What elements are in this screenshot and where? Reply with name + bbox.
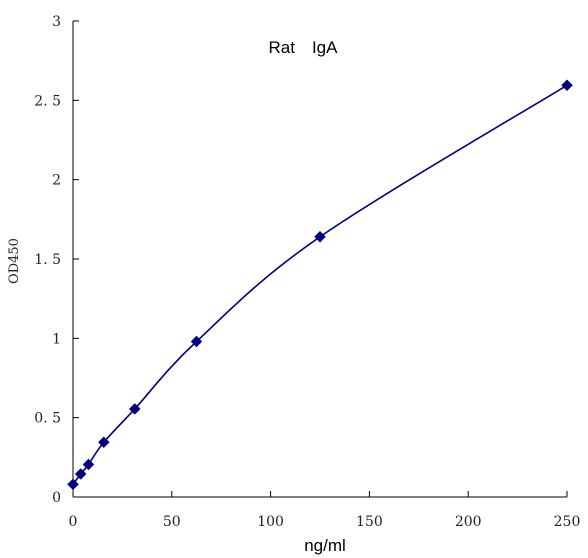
x-tick-label: 150 xyxy=(356,514,383,530)
y-tick-label: 3 xyxy=(52,14,61,30)
y-axis-label: OD450 xyxy=(7,238,22,284)
x-tick-label: 0 xyxy=(69,514,78,530)
series xyxy=(67,79,573,491)
ticks: 0 0. 5 1 1. 5 2 2. 5 3 0 50 100 150 200 250 xyxy=(34,14,580,530)
x-tick-label: 50 xyxy=(163,514,181,530)
data-point xyxy=(97,436,110,449)
x-axis-label: ng/ml xyxy=(304,536,346,555)
series-line xyxy=(72,84,568,485)
y-tick-label: 2 xyxy=(52,173,61,189)
axes xyxy=(72,21,567,498)
data-point xyxy=(82,458,95,471)
x-tick-label: 100 xyxy=(257,514,284,530)
y-tick-label: 1. 5 xyxy=(34,252,61,268)
data-point xyxy=(74,468,87,480)
x-tick-label: 200 xyxy=(455,514,482,530)
y-tick-label: 0 xyxy=(52,490,61,506)
chart-title: Rat IgA xyxy=(269,38,339,57)
y-tick-label: 0. 5 xyxy=(34,411,61,427)
data-point xyxy=(314,230,326,243)
x-tick-label: 250 xyxy=(554,514,581,530)
data-point xyxy=(190,335,203,348)
data-point xyxy=(67,478,79,491)
y-tick-label: 2. 5 xyxy=(34,93,61,109)
data-point xyxy=(561,79,573,92)
data-point xyxy=(128,403,141,415)
y-tick-label: 1 xyxy=(52,331,61,347)
